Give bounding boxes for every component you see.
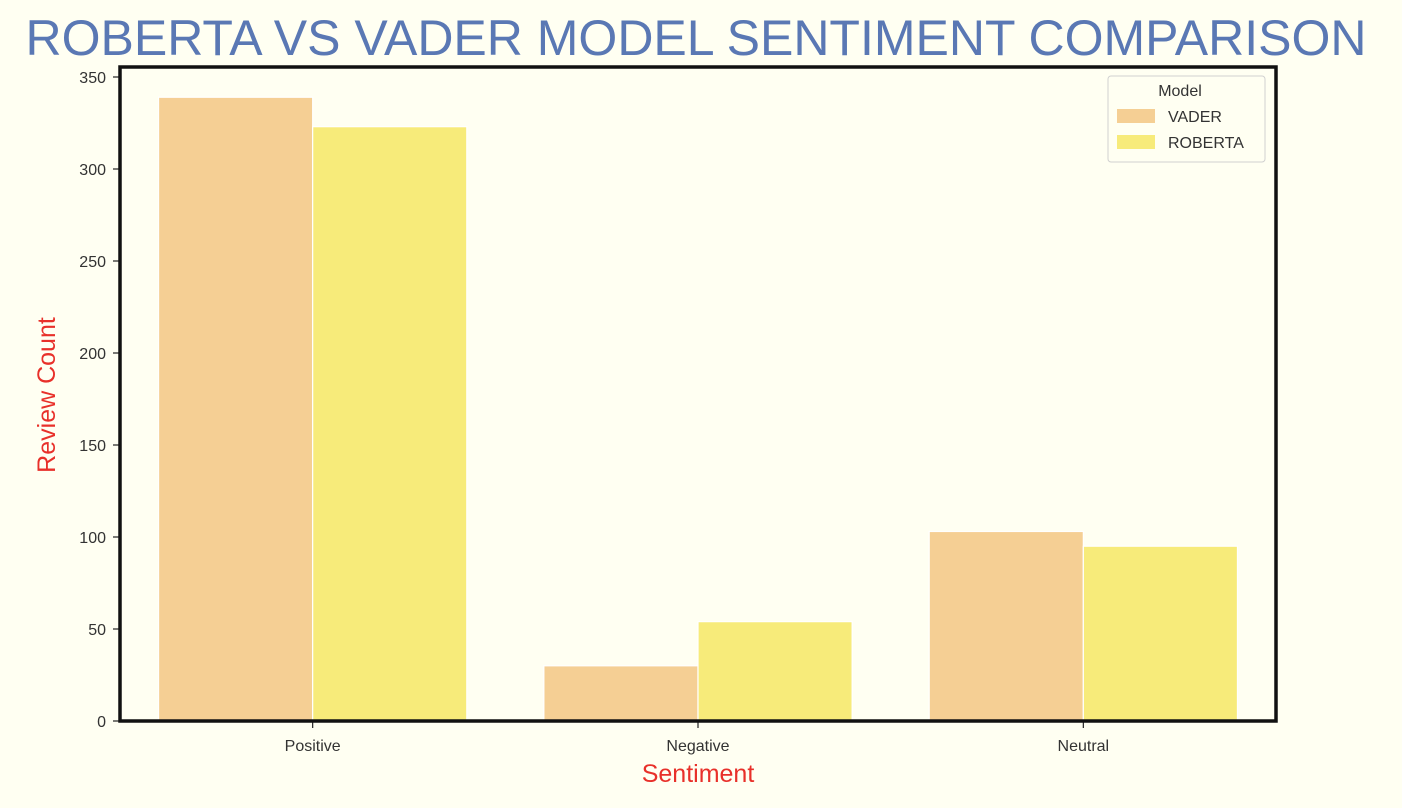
bar-vader-positive (157, 96, 314, 722)
ticks-layer: Positive Negative Neutral 0 50 100 150 200 250 30… (79, 70, 1109, 755)
x-axis-label: Sentiment (642, 760, 755, 788)
x-tick-label: Positive (285, 738, 341, 755)
y-tick-label: 0 (97, 714, 106, 731)
bars-layer (157, 96, 1239, 722)
bar-vader-negative (543, 665, 699, 722)
legend-swatch-vader (1117, 109, 1155, 123)
legend-label-roberta: ROBERTA (1168, 135, 1244, 152)
bar-vader-neutral (928, 530, 1084, 722)
y-tick-label: 200 (79, 346, 106, 363)
y-axis-label: Review Count (33, 317, 61, 473)
y-tick-label: 100 (79, 530, 106, 547)
x-tick-label: Negative (666, 738, 729, 755)
bar-roberta-neutral (1082, 545, 1239, 722)
chart-title: ROBERTA VS VADER MODEL SENTIMENT COMPARI… (26, 10, 1367, 66)
y-tick-label: 300 (79, 162, 106, 179)
legend-title: Model (1158, 83, 1202, 100)
y-tick-label: 150 (79, 438, 106, 455)
bar-roberta-negative (697, 621, 853, 722)
plot-frame (118, 65, 1278, 723)
legend[interactable]: Model VADER ROBERTA (1107, 75, 1266, 163)
legend-swatch-roberta (1117, 135, 1155, 149)
y-tick-label: 50 (88, 622, 106, 639)
x-tick-label: Neutral (1058, 738, 1110, 755)
legend-items: VADER ROBERTA (1117, 109, 1244, 152)
y-tick-label: 250 (79, 254, 106, 271)
bar-roberta-positive (312, 126, 468, 722)
legend-label-vader: VADER (1168, 109, 1222, 126)
y-tick-label: 350 (79, 70, 106, 87)
